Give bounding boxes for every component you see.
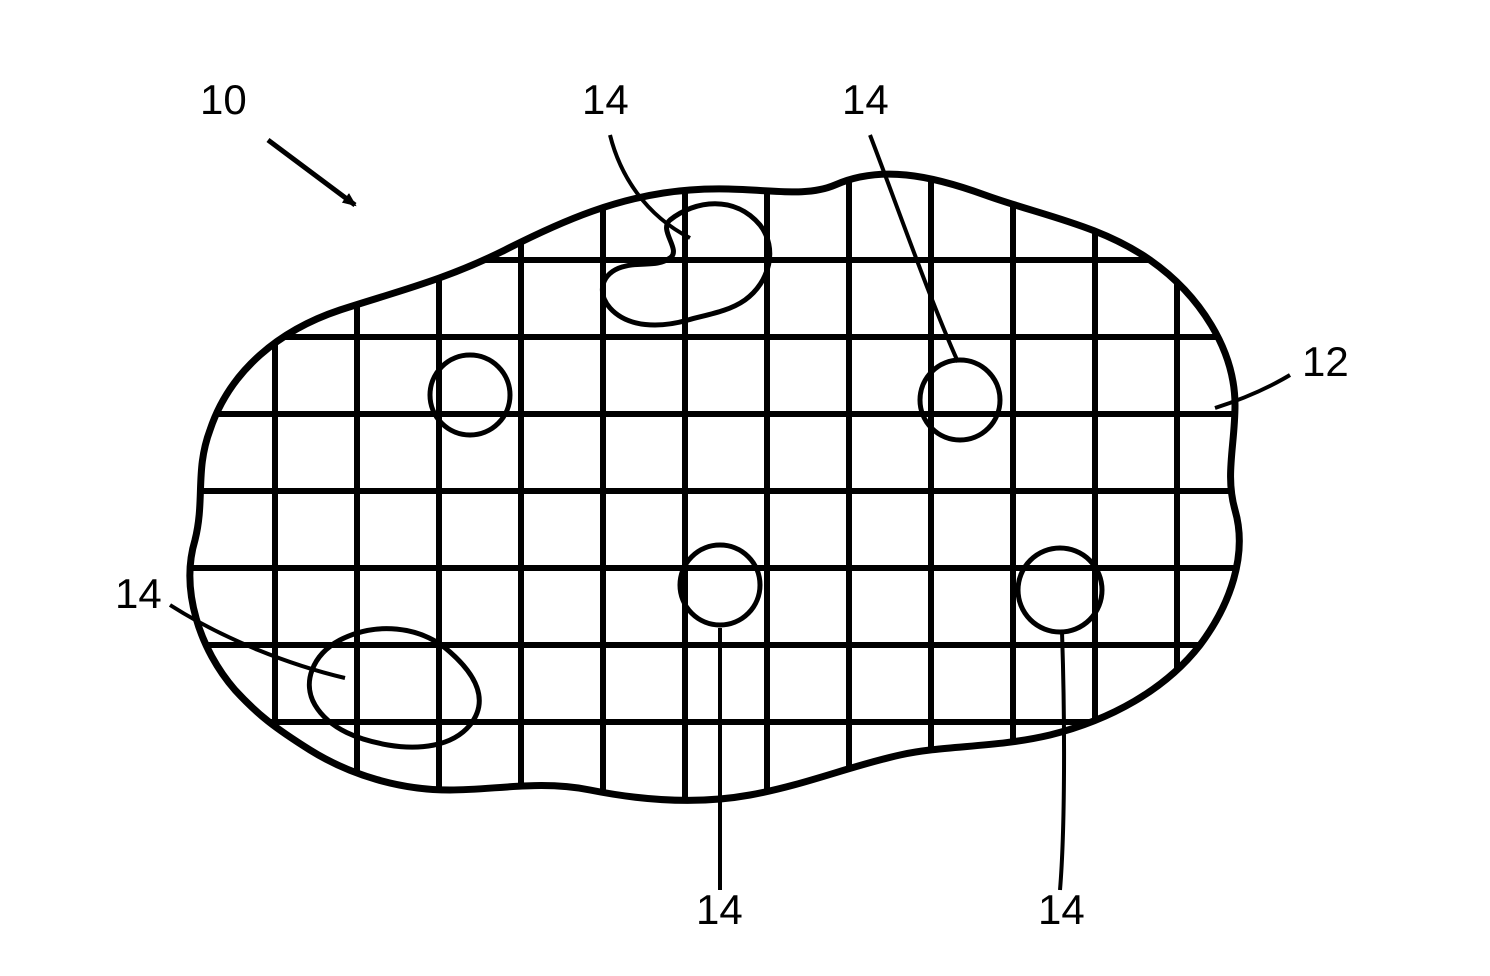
- label-ref-14-top-left: 14: [582, 76, 629, 124]
- label-ref-14-top-right: 14: [842, 76, 889, 124]
- leader-line: [1215, 375, 1290, 408]
- feature-circle: [1018, 548, 1102, 632]
- label-ref-14-bottom-right: 14: [1038, 886, 1085, 934]
- leader-line: [610, 135, 690, 238]
- leader-line: [1060, 632, 1064, 890]
- patent-figure-svg: [0, 0, 1490, 976]
- leader-line: [870, 135, 958, 362]
- feature-circle: [680, 545, 760, 625]
- figure-canvas: 10 14 14 12 14 14 14: [0, 0, 1490, 976]
- leader-lines: [170, 135, 1290, 890]
- reference-arrow: [268, 140, 355, 205]
- label-ref-10: 10: [200, 76, 247, 124]
- label-ref-12: 12: [1302, 338, 1349, 386]
- label-ref-14-bottom-left: 14: [696, 886, 743, 934]
- organic-outline: [190, 174, 1239, 800]
- label-ref-14-left: 14: [115, 570, 162, 618]
- grid: [140, 120, 1280, 830]
